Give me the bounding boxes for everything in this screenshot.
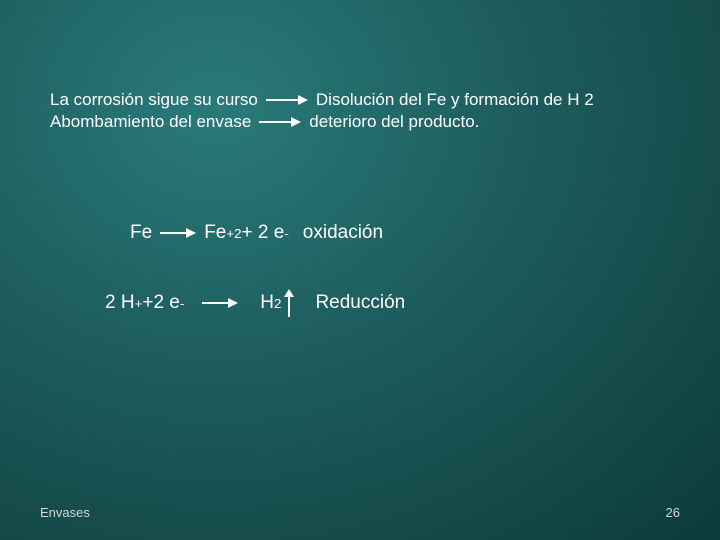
eq1-lhs: Fe: [130, 222, 152, 244]
line1-right-text: Disolución del Fe y formación de H 2: [316, 90, 594, 110]
eq1-species: Fe: [204, 222, 226, 244]
slide-frame: La corrosión sigue su curso Disolución d…: [0, 0, 720, 540]
eq2-charge2: -: [180, 296, 184, 311]
line1-left-text: La corrosión sigue su curso: [50, 90, 258, 110]
arrow-up-icon: [283, 289, 295, 317]
arrow-right-icon: [202, 297, 238, 309]
eq2-sub: 2: [274, 296, 281, 311]
arrow-right-icon: [259, 116, 301, 128]
arrow-right-icon: [266, 94, 308, 106]
line2-left-text: Abombamiento del envase: [50, 112, 251, 132]
oxidation-equation: Fe Fe+2 + 2 e- oxidación: [130, 222, 680, 244]
arrow-right-icon: [160, 227, 196, 239]
line2-right-text: deterioro del producto.: [309, 112, 479, 132]
eq2-plus: +2 e: [142, 292, 180, 314]
footer-title: Envases: [40, 505, 90, 520]
slide-number: 26: [666, 505, 680, 520]
eq2-charge1: +: [135, 296, 143, 311]
eq1-plus: + 2 e: [242, 222, 285, 244]
eq1-label: oxidación: [303, 222, 383, 244]
corrosion-line-1: La corrosión sigue su curso Disolución d…: [50, 90, 680, 110]
eq1-e-charge: -: [284, 226, 288, 241]
eq2-species: H: [260, 292, 274, 314]
corrosion-line-2: Abombamiento del envase deterioro del pr…: [50, 112, 680, 132]
eq2-label: Reducción: [315, 292, 405, 314]
eq1-charge: +2: [226, 226, 241, 241]
reduction-equation: 2 H+ +2 e- H2 Reducción: [105, 289, 680, 317]
eq2-lhs-coeff: 2 H: [105, 292, 135, 314]
